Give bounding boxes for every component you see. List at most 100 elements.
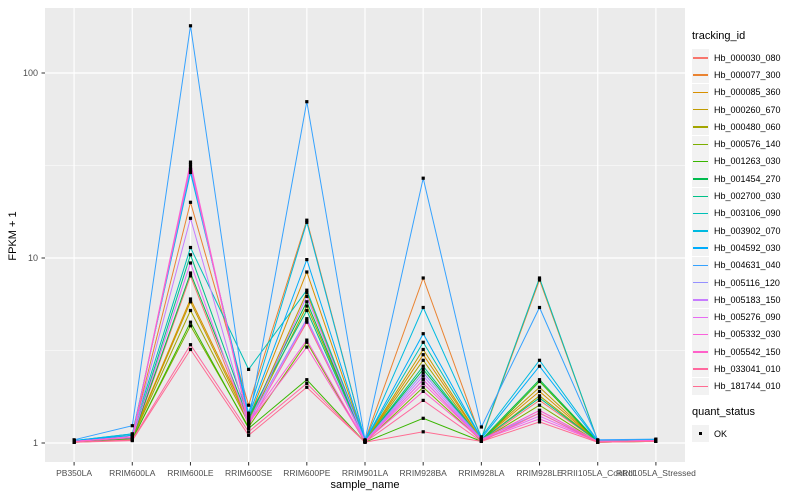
legend-item: Hb_004631_040 xyxy=(692,256,798,274)
data-point xyxy=(537,379,542,384)
legend: tracking_id Hb_000030_080 Hb_000077_300 Hb… xyxy=(692,30,798,443)
data-point xyxy=(421,430,425,434)
legend-label: Hb_004592_030 xyxy=(714,242,781,253)
data-point xyxy=(247,430,251,434)
y-axis-title: FPKM + 1 xyxy=(7,211,19,261)
data-point xyxy=(188,308,193,313)
data-point xyxy=(305,340,309,344)
data-point xyxy=(188,253,193,257)
data-point xyxy=(188,324,193,328)
data-point xyxy=(537,414,542,418)
x-tick-label: RRIM600SE xyxy=(225,468,273,478)
data-point xyxy=(537,394,542,398)
data-point xyxy=(305,220,309,224)
data-point xyxy=(188,320,193,324)
legend-title-quant-status: quant_status xyxy=(692,405,755,418)
legend-label: Hb_003106_090 xyxy=(714,208,781,219)
legend-label: Hb_000077_300 xyxy=(714,69,781,80)
data-point xyxy=(537,276,542,280)
data-point xyxy=(421,381,425,385)
data-point xyxy=(421,367,425,371)
data-point xyxy=(305,304,309,308)
data-point xyxy=(537,408,542,412)
data-point xyxy=(247,426,251,430)
data-point xyxy=(188,162,193,167)
data-point xyxy=(130,436,134,440)
legend-label: Hb_005332_030 xyxy=(714,329,781,340)
data-point xyxy=(188,300,193,304)
legend-key-line-icon xyxy=(692,187,709,205)
data-point xyxy=(188,216,193,220)
legend-item: Hb_005183_150 xyxy=(692,291,798,309)
data-point xyxy=(188,168,193,172)
legend-key-line-icon xyxy=(692,66,709,84)
x-tick-label: RRIM901LA xyxy=(341,468,389,478)
x-tick-label: RRII105LA_Control xyxy=(560,468,635,478)
data-point xyxy=(305,381,309,385)
data-point xyxy=(305,218,309,222)
data-point xyxy=(188,200,193,204)
x-tick-label: RRIM600LA xyxy=(109,468,156,478)
legend-item: Hb_000260_670 xyxy=(692,101,798,119)
legend-label: Hb_005276_090 xyxy=(714,312,781,323)
data-point xyxy=(247,411,251,415)
legend-key-line-icon xyxy=(692,239,709,257)
data-point xyxy=(421,416,425,420)
data-point xyxy=(421,398,425,402)
legend-label: Hb_000030_080 xyxy=(714,52,781,63)
legend-key-line-icon xyxy=(692,308,709,326)
data-point xyxy=(537,378,542,382)
data-point xyxy=(247,433,251,437)
data-point xyxy=(596,440,600,444)
data-point xyxy=(188,274,193,278)
legend-label: Hb_000085_360 xyxy=(714,87,781,98)
data-point xyxy=(188,245,193,250)
data-point xyxy=(188,343,193,347)
legend-item: Hb_181744_010 xyxy=(692,377,798,395)
data-point xyxy=(130,424,134,428)
legend-key-line-icon xyxy=(692,204,709,222)
data-point xyxy=(537,358,542,362)
legend-label: Hb_005116_120 xyxy=(714,277,780,288)
data-point xyxy=(363,440,367,444)
quant-ok-point-icon xyxy=(692,425,709,443)
data-point xyxy=(537,420,542,424)
data-point xyxy=(188,347,193,352)
legend-item-quant-ok: OK xyxy=(692,425,798,443)
data-point xyxy=(188,160,193,164)
legend-key-line-icon xyxy=(692,152,709,170)
y-tick-label: 10 xyxy=(27,253,38,263)
data-point xyxy=(305,338,309,342)
data-point xyxy=(305,320,309,324)
legend-key-line-icon xyxy=(692,256,709,274)
data-point xyxy=(421,371,425,375)
data-point xyxy=(305,317,309,321)
data-point xyxy=(247,367,251,371)
legend-label: Hb_001263_030 xyxy=(714,156,781,167)
x-tick-label: PB350LA xyxy=(56,468,93,478)
data-point xyxy=(654,439,658,443)
data-point xyxy=(537,398,542,402)
legend-item: Hb_001263_030 xyxy=(692,152,798,170)
legend-key-line-icon xyxy=(692,360,709,378)
legend-label: Hb_181744_010 xyxy=(714,381,781,392)
legend-key-line-icon xyxy=(692,343,709,361)
legend-label: Hb_000480_060 xyxy=(714,121,781,132)
legend-item: Hb_001454_270 xyxy=(692,170,798,188)
data-point xyxy=(130,439,134,443)
legend-key-line-icon xyxy=(692,49,709,67)
legend-label: Hb_002700_030 xyxy=(714,191,781,202)
data-point xyxy=(188,261,193,265)
legend-key-line-icon xyxy=(692,377,709,395)
data-point xyxy=(537,389,542,393)
legend-label: Hb_003902_070 xyxy=(714,225,781,236)
legend-key-line-icon xyxy=(692,170,709,188)
legend-item: Hb_002700_030 xyxy=(692,187,798,205)
data-point xyxy=(479,425,483,429)
legend-label: Hb_005542_150 xyxy=(714,346,781,357)
data-point xyxy=(305,318,309,322)
legend-label: Hb_000260_670 xyxy=(714,104,781,115)
data-point xyxy=(72,440,76,444)
legend-key-line-icon xyxy=(692,291,709,309)
